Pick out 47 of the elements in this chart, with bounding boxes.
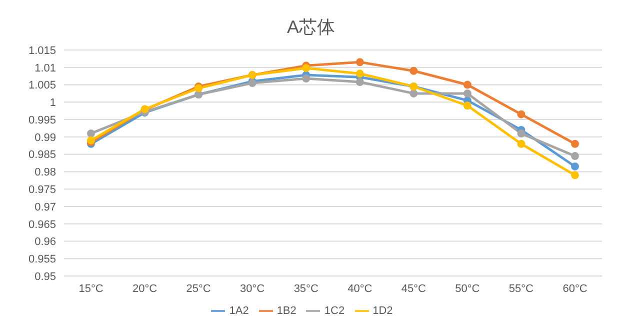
point <box>302 74 310 83</box>
point <box>356 58 364 66</box>
point <box>517 110 526 118</box>
legend-label: 1A2 <box>229 304 249 317</box>
y-tick-label: 1 <box>50 97 56 110</box>
x-tick-label: 40°C <box>348 282 372 295</box>
x-tick-label: 45°C <box>401 282 426 295</box>
y-tick-label: 0.995 <box>28 114 56 126</box>
point <box>410 89 418 98</box>
x-tick-label: 55°C <box>508 282 534 295</box>
x-tick-label: 35°C <box>294 282 318 295</box>
legend-label: 1C2 <box>324 304 345 317</box>
x-tick-label: 50°C <box>455 282 480 295</box>
y-tick-label: 0.985 <box>28 149 56 162</box>
x-tick-label: 25°C <box>186 282 211 295</box>
point <box>571 152 579 160</box>
point <box>571 162 579 170</box>
y-tick-label: 0.965 <box>28 218 56 231</box>
point <box>463 80 472 89</box>
legend-label: 1B2 <box>276 304 296 317</box>
point <box>87 129 95 138</box>
point <box>356 70 364 78</box>
point <box>410 66 418 75</box>
y-tick-label: 1.01 <box>34 62 56 74</box>
x-tick-label: 60°C <box>562 282 588 295</box>
point <box>356 78 364 86</box>
y-tick-label: 0.95 <box>34 270 56 283</box>
y-tick-label: 0.96 <box>34 236 56 248</box>
x-tick-label: 30°C <box>240 282 265 295</box>
point <box>463 102 472 110</box>
point <box>571 171 579 180</box>
y-tick-label: 0.975 <box>28 184 56 196</box>
y-tick-label: 1.005 <box>28 80 56 92</box>
x-tick-label: 15°C <box>78 282 104 295</box>
y-tick-label: 1.015 <box>28 44 56 57</box>
point <box>463 89 472 98</box>
point <box>302 64 310 72</box>
y-tick-label: 0.955 <box>28 254 56 266</box>
point <box>571 140 579 148</box>
point <box>517 140 526 148</box>
chart-title: A芯体 <box>286 16 336 39</box>
y-tick-label: 0.97 <box>34 201 56 214</box>
legend-label: 1D2 <box>372 304 393 317</box>
y-tick-label: 0.98 <box>34 166 56 179</box>
x-tick-label: 20°C <box>132 282 158 295</box>
point <box>517 129 526 138</box>
y-tick-label: 0.99 <box>34 132 56 144</box>
